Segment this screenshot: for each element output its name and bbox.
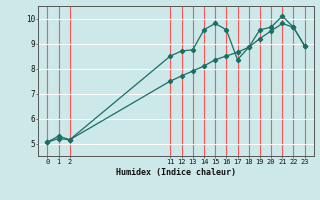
X-axis label: Humidex (Indice chaleur): Humidex (Indice chaleur) — [116, 168, 236, 177]
